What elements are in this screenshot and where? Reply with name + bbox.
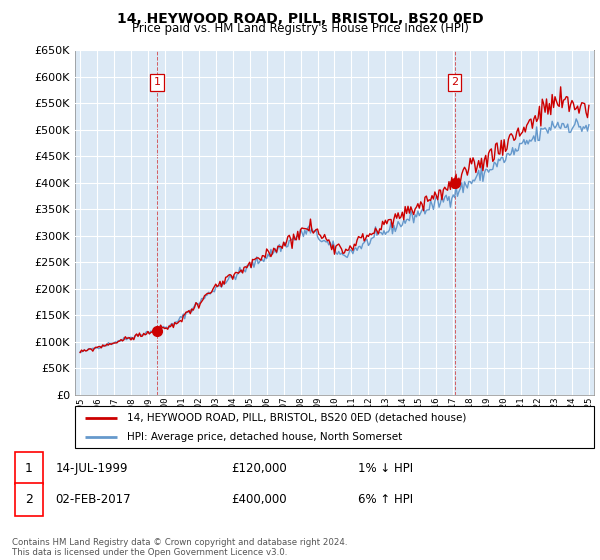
Text: HPI: Average price, detached house, North Somerset: HPI: Average price, detached house, Nort… [127,432,402,442]
Text: Price paid vs. HM Land Registry's House Price Index (HPI): Price paid vs. HM Land Registry's House … [131,22,469,35]
Text: 2: 2 [451,77,458,87]
FancyBboxPatch shape [15,483,43,516]
Text: 14-JUL-1999: 14-JUL-1999 [55,462,128,475]
Text: £120,000: £120,000 [231,462,287,475]
FancyBboxPatch shape [15,452,43,484]
Text: 1: 1 [154,77,161,87]
Text: Contains HM Land Registry data © Crown copyright and database right 2024.
This d: Contains HM Land Registry data © Crown c… [12,538,347,557]
Text: 02-FEB-2017: 02-FEB-2017 [55,493,131,506]
Text: 14, HEYWOOD ROAD, PILL, BRISTOL, BS20 0ED (detached house): 14, HEYWOOD ROAD, PILL, BRISTOL, BS20 0E… [127,413,466,423]
Text: 1: 1 [25,462,32,475]
Text: £400,000: £400,000 [231,493,287,506]
Text: 14, HEYWOOD ROAD, PILL, BRISTOL, BS20 0ED: 14, HEYWOOD ROAD, PILL, BRISTOL, BS20 0E… [116,12,484,26]
Text: 6% ↑ HPI: 6% ↑ HPI [358,493,413,506]
Text: 2: 2 [25,493,32,506]
Text: 1% ↓ HPI: 1% ↓ HPI [358,462,413,475]
